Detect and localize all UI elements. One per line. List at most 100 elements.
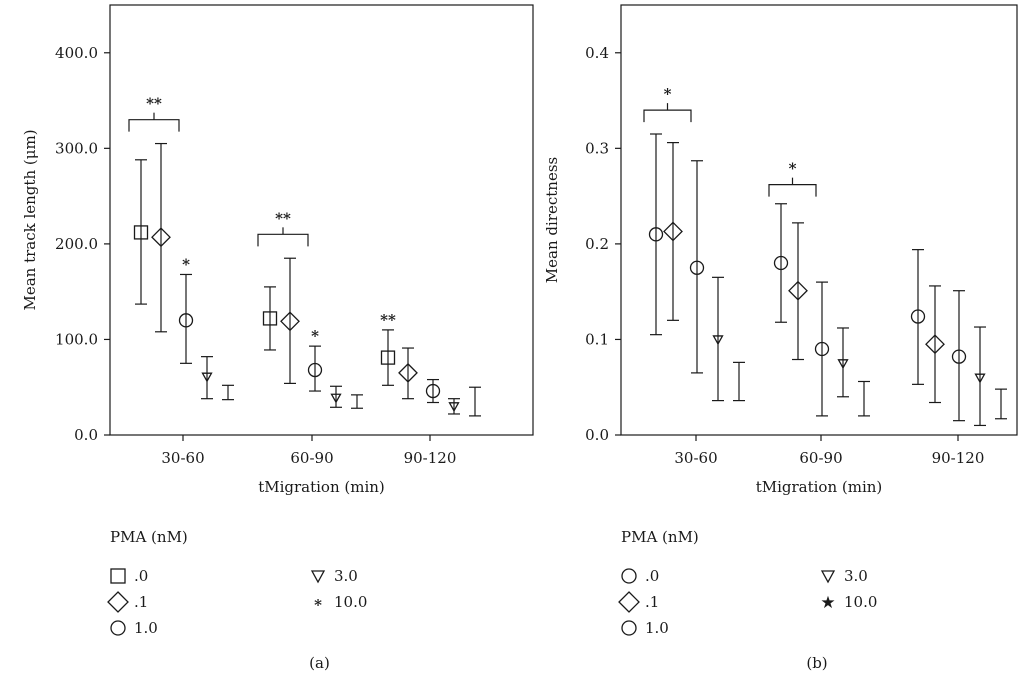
data-point-diamond (151, 227, 171, 248)
legend-label: .0 (134, 567, 148, 585)
legend-label: 10.0 (844, 593, 877, 611)
legend-label: 3.0 (844, 567, 868, 585)
series-10p0 (222, 384, 481, 417)
data-point-circle (178, 313, 194, 328)
legend: PMA (nM) .0 .1 1.0 3.0 * 10.0 (107, 528, 367, 637)
panel-label: (a) (309, 654, 330, 672)
x-tick-label: 90-120 (404, 449, 457, 467)
legend-marker-square (110, 568, 126, 584)
legend-item: 3.0 (820, 567, 868, 585)
y-tick-label: 200.0 (55, 235, 98, 253)
legend-item: .0 (621, 567, 659, 585)
significance-bracket: ** (128, 95, 180, 132)
data-point-circle (307, 362, 323, 378)
series-1p0 (178, 273, 441, 404)
series-3p0 (201, 356, 460, 415)
x-tick-label: 60-90 (799, 449, 842, 467)
legend-label: .1 (134, 593, 148, 611)
legend-item: .1 (618, 591, 659, 613)
legend-item: .0 (110, 567, 148, 585)
chart-panel-b: 0.0 0.1 0.2 0.3 0.4 30-60 60-90 90-120 tMigratio… (543, 4, 1018, 672)
data-point-circle (814, 341, 830, 357)
y-tick-label: 0.2 (585, 235, 609, 253)
x-tick-label: 30-60 (161, 449, 204, 467)
legend-title: PMA (nM) (110, 528, 188, 546)
data-point-square (262, 311, 278, 326)
legend-marker-circle (621, 620, 637, 636)
data-point-circle (910, 309, 926, 324)
panel-label: (b) (806, 654, 827, 672)
data-point-circle (773, 255, 789, 271)
series-1p0 (689, 160, 967, 422)
y-tick-label: 0.1 (585, 330, 609, 348)
series-10p0 (733, 361, 1007, 420)
legend-label: 1.0 (134, 619, 158, 637)
significance-label: * (789, 160, 797, 178)
series-p1 (151, 142, 418, 400)
significance-label: ** (146, 95, 162, 113)
legend-title: PMA (nM) (621, 528, 699, 546)
significance-label: ** (275, 209, 291, 227)
data-point-triangle (837, 359, 849, 370)
y-axis-label: Mean directness (543, 157, 561, 283)
legend-label: .1 (645, 593, 659, 611)
data-point-square (133, 225, 149, 240)
series-p0 (648, 133, 926, 385)
y-tick-label: 0.4 (585, 44, 609, 62)
legend-item: 3.0 (310, 567, 358, 585)
legend-marker-diamond (107, 591, 129, 613)
significance-bracket: * (643, 85, 692, 123)
legend-item: .1 (107, 591, 148, 613)
legend-marker-triangle (820, 570, 836, 584)
x-tick-label: 60-90 (290, 449, 333, 467)
legend-label: 3.0 (334, 567, 358, 585)
y-axis-label: Mean track length (μm) (21, 129, 39, 310)
y-tick-label: 100.0 (55, 330, 98, 348)
data-point-circle (951, 349, 967, 364)
bracket-line (643, 109, 692, 123)
legend-label: .0 (645, 567, 659, 585)
y-tick-label: 0.0 (585, 426, 609, 444)
x-axis-label: tMigration (min) (258, 478, 385, 496)
legend-label: 10.0 (334, 593, 367, 611)
data-point-circle (689, 260, 705, 275)
series-p0 (133, 159, 396, 386)
significance-bracket: ** (257, 209, 309, 247)
y-tick-label: 0.0 (74, 426, 98, 444)
significance-label: * (664, 85, 672, 103)
legend-marker-triangle (310, 570, 326, 584)
data-point-diamond (280, 311, 300, 332)
y-tick-label: 400.0 (55, 44, 98, 62)
legend-item: ★ 10.0 (820, 593, 877, 613)
y-tick-label: 0.3 (585, 139, 609, 157)
x-tick-label: 90-120 (932, 449, 985, 467)
data-point-triangle (974, 373, 986, 384)
data-point-square (380, 350, 396, 365)
x-tick-label: 30-60 (674, 449, 717, 467)
legend-item: * 10.0 (314, 593, 367, 614)
data-point-triangle (712, 335, 724, 346)
plot-frame (620, 4, 1018, 436)
data-point-triangle (448, 402, 460, 413)
x-axis-label: tMigration (min) (756, 478, 883, 496)
bracket-line (257, 233, 309, 247)
series-3p0 (712, 276, 986, 427)
bracket-line (128, 119, 180, 132)
plot-frame (109, 4, 534, 436)
data-point-diamond (788, 280, 808, 301)
data-point-circle (648, 227, 664, 242)
legend-item: 1.0 (621, 619, 669, 637)
significance-label: * (182, 255, 190, 273)
data-point-triangle (201, 372, 213, 383)
significance-bracket: * (768, 160, 817, 197)
data-point-circle (425, 383, 441, 399)
legend-item: 1.0 (110, 619, 158, 637)
legend-marker-circle (110, 620, 126, 636)
legend: PMA (nM) .0 .1 1.0 3.0 ★ 10.0 (618, 528, 877, 637)
chart-panel-a: 0.0 100.0 200.0 300.0 400.0 30-60 60-90 90-120 t… (21, 4, 534, 672)
data-point-triangle (330, 393, 342, 404)
y-tick-label: 300.0 (55, 139, 98, 157)
legend-label: 1.0 (645, 619, 669, 637)
